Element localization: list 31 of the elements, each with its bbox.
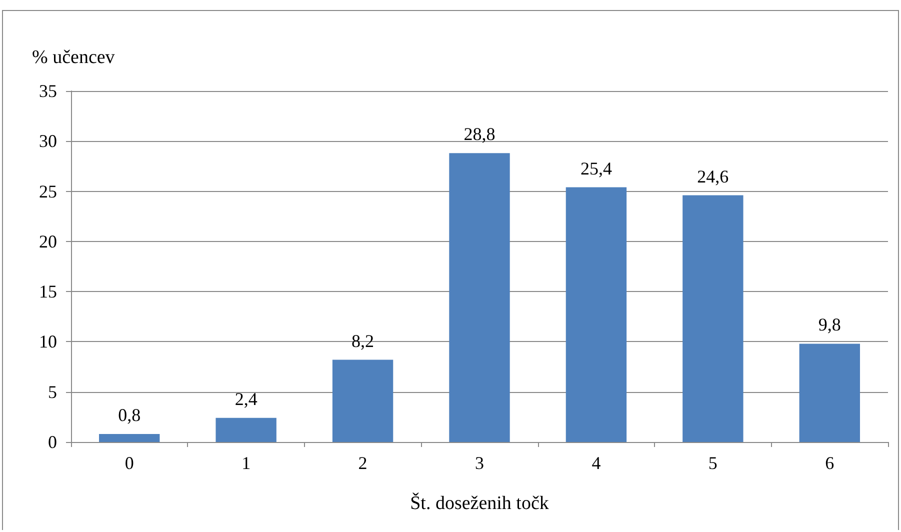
y-tick-label: 30 [39,131,57,152]
y-axis-title: % učencev [32,47,116,68]
bar [332,360,394,442]
y-tick-label: 35 [39,81,57,101]
data-label: 25,4 [580,158,612,178]
data-label: 0,8 [118,404,141,425]
x-tick-label: 0 [124,453,134,473]
y-tick-label: 15 [39,282,57,302]
x-tick-label: 1 [242,453,251,473]
data-label: 2,4 [234,388,258,409]
data-label: 9,8 [818,314,841,335]
y-tick-label: 20 [39,231,57,252]
data-label: 28,8 [464,124,496,144]
y-tick-label: 5 [48,382,57,402]
x-tick-label: 5 [708,453,718,473]
x-axis-title: Št. doseženih točk [410,492,550,514]
x-tick-label: 6 [825,453,834,473]
bar [99,434,160,442]
bar [799,344,860,442]
data-label: 8,2 [352,330,374,351]
y-tick-label: 10 [39,332,57,352]
y-tick-label: 0 [48,432,57,452]
bar [216,418,276,442]
bar [566,187,627,442]
x-tick-label: 2 [358,453,368,473]
bar [449,153,510,442]
y-tick-label: 25 [39,181,57,202]
data-label: 24,6 [697,166,729,186]
bar [682,195,744,442]
x-tick-label: 3 [475,453,484,473]
x-tick-label: 4 [592,453,601,473]
